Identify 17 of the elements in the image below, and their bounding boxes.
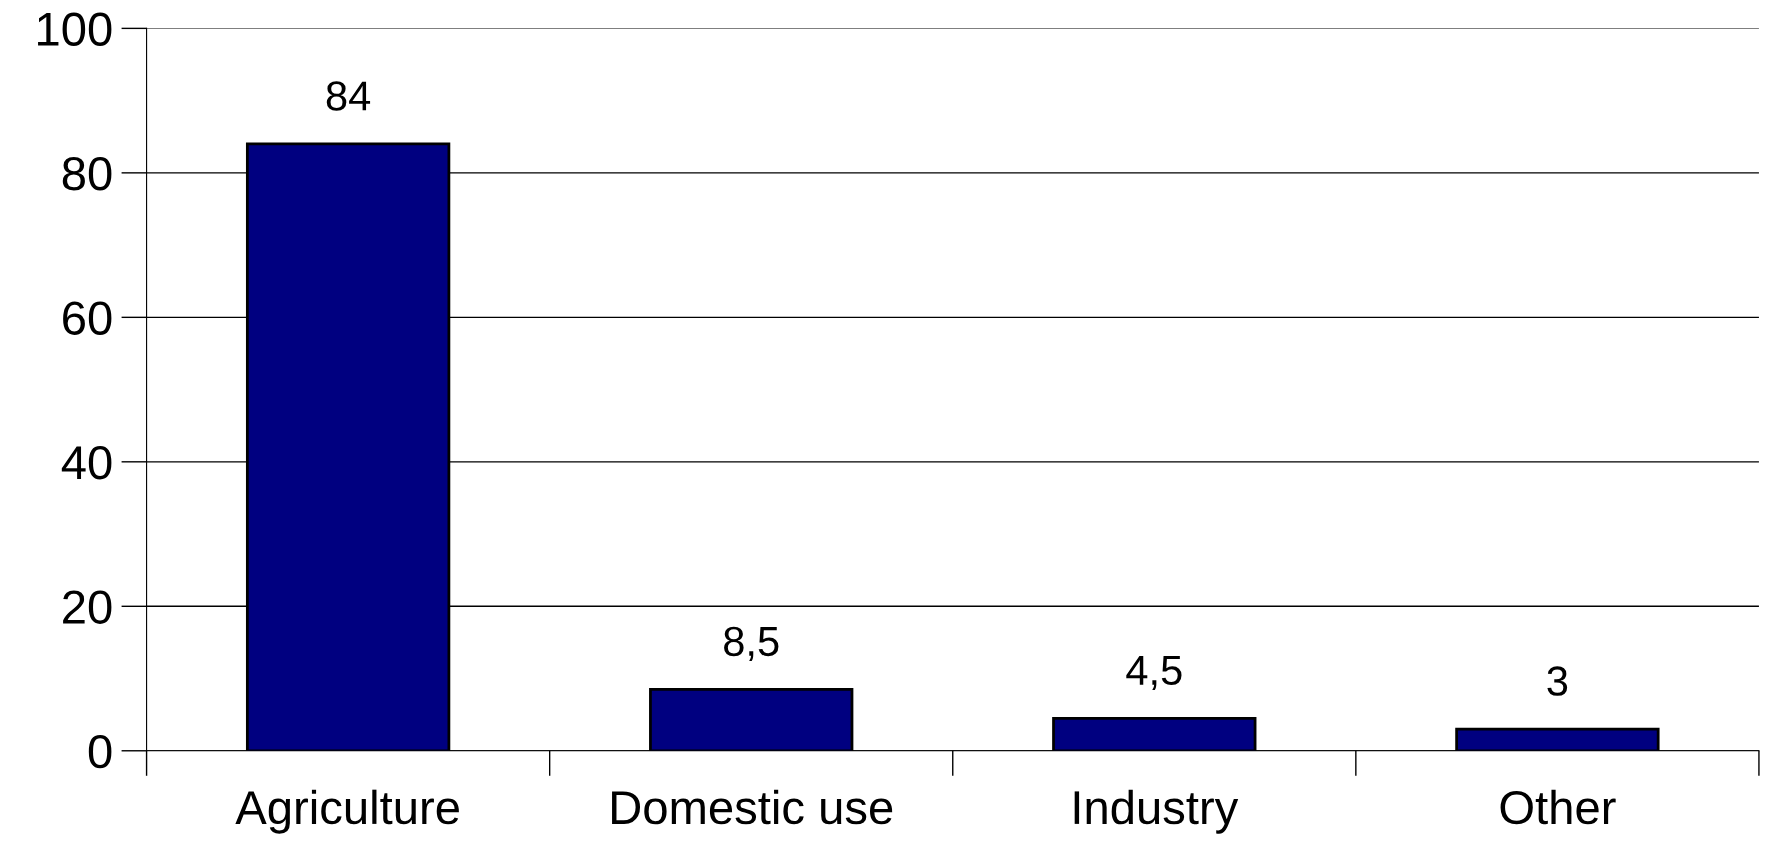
y-tick-label: 80	[62, 157, 112, 191]
x-tick-label: Domestic use	[612, 789, 893, 825]
x-tick-label: Other	[1500, 789, 1616, 825]
data-label: 84	[326, 81, 371, 111]
x-tick-label: Agriculture	[235, 789, 459, 834]
x-tick-label: Industry	[1074, 789, 1239, 834]
bar	[649, 687, 854, 751]
y-tick-label: 40	[61, 445, 112, 480]
y-tick-label: 60	[63, 301, 112, 335]
y-tick-label: 0	[88, 734, 112, 769]
y-tick-label: 20	[63, 590, 112, 624]
data-label: 8,5	[724, 626, 779, 662]
bar	[1052, 716, 1257, 751]
data-label: 3	[1547, 666, 1568, 696]
data-label: 4,5	[1126, 655, 1182, 690]
bar	[1455, 727, 1660, 751]
y-tick-label: 100	[38, 12, 112, 46]
